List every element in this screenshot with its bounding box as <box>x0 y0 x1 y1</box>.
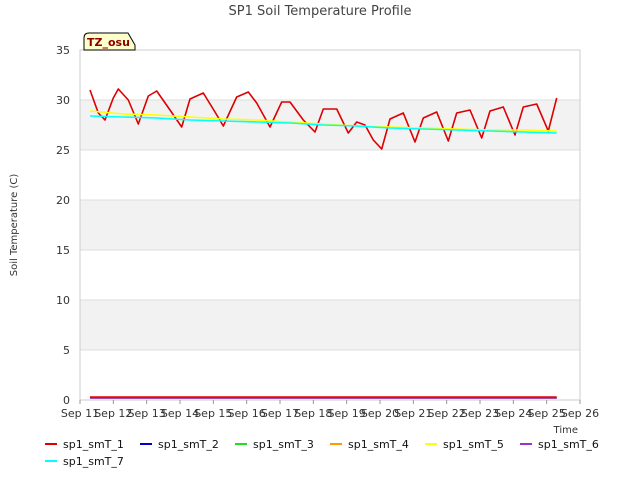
background-band <box>80 200 580 250</box>
y-tick-label: 35 <box>56 44 70 57</box>
timezone-badge: TZ_osu <box>83 32 136 51</box>
badge-background <box>83 32 136 51</box>
y-tick-label: 20 <box>56 194 70 207</box>
x-tick-label: Sep 11 <box>61 407 99 420</box>
legend: sp1_smT_1 sp1_smT_2 sp1_smT_3 sp1_smT_4 sp1_… <box>45 438 599 468</box>
legend-label-sp1_smT_5: sp1_smT_5 <box>443 438 504 451</box>
x-tick-label: Sep 19 <box>328 407 366 420</box>
series-lines <box>89 88 558 399</box>
x-tick-label: Sep 12 <box>94 407 132 420</box>
series-line-sp1_smT_5 <box>89 110 557 132</box>
x-tick-label: Sep 16 <box>228 407 266 420</box>
x-tick-label: Sep 21 <box>394 407 432 420</box>
x-tick-label: Sep 20 <box>361 407 399 420</box>
legend-label-sp1_smT_1: sp1_smT_1 <box>63 438 124 451</box>
x-tick-label: Sep 18 <box>294 407 332 420</box>
series-line-sp1_smT_7 <box>89 115 557 134</box>
x-tick-label: Sep 24 <box>494 407 532 420</box>
x-tick-label: Sep 26 <box>561 407 599 420</box>
x-tick-label: Sep 14 <box>161 407 199 420</box>
background-band <box>80 300 580 350</box>
x-tick-label: Sep 23 <box>461 407 499 420</box>
x-tick-label: Sep 25 <box>528 407 566 420</box>
plot-frame <box>79 49 581 401</box>
y-axis-label: Soil Temperature (C) <box>9 174 20 277</box>
badge-label: TZ_osu <box>87 36 130 49</box>
x-tick-label: Sep 17 <box>261 407 299 420</box>
y-axis-ticks: 0 5 10 15 20 25 30 35 <box>56 44 70 407</box>
legend-label-sp1_smT_6: sp1_smT_6 <box>538 438 599 451</box>
legend-label-sp1_smT_4: sp1_smT_4 <box>348 438 409 451</box>
y-tick-label: 10 <box>56 294 70 307</box>
x-tick-label: Sep 13 <box>128 407 166 420</box>
y-tick-label: 25 <box>56 144 70 157</box>
chart-title: SP1 Soil Temperature Profile <box>229 4 412 19</box>
background-bands <box>80 100 580 350</box>
y-tick-label: 0 <box>63 394 70 407</box>
legend-label-sp1_smT_2: sp1_smT_2 <box>158 438 219 451</box>
series-line-sp1_smT_1 <box>89 88 558 150</box>
legend-label-sp1_smT_7: sp1_smT_7 <box>63 455 124 468</box>
legend-label-sp1_smT_3: sp1_smT_3 <box>253 438 314 451</box>
x-tick-label: Sep 15 <box>194 407 232 420</box>
y-tick-label: 15 <box>56 244 70 257</box>
x-tick-label: Sep 22 <box>428 407 466 420</box>
y-tick-label: 5 <box>63 344 70 357</box>
y-tick-label: 30 <box>56 94 70 107</box>
x-axis-label: Time <box>553 425 578 436</box>
